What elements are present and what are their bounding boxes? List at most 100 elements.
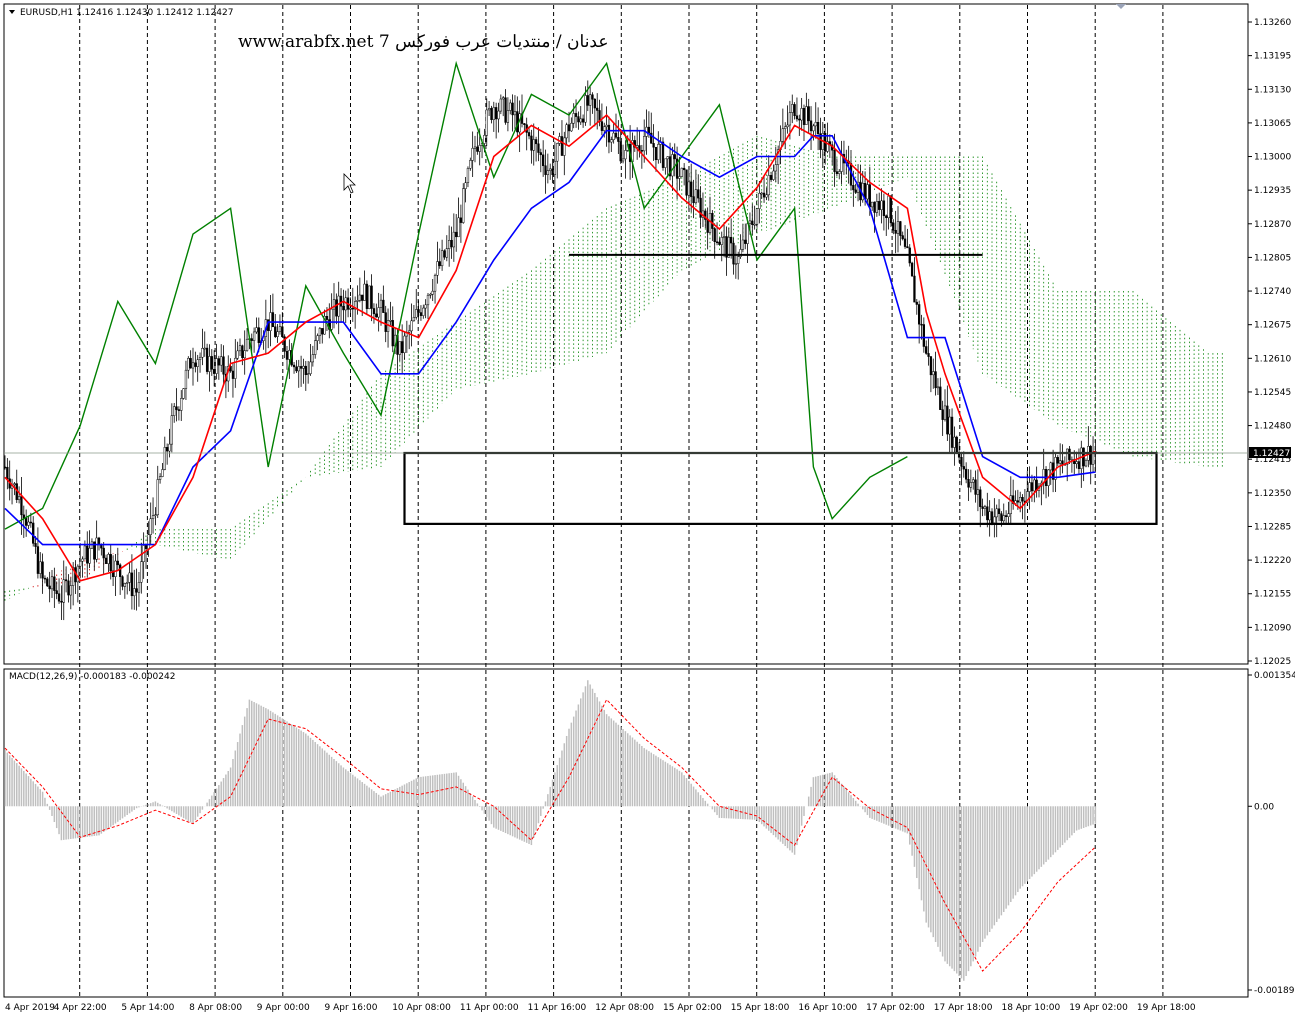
candle-body	[50, 576, 54, 590]
current-price-marker	[1249, 447, 1291, 459]
candle-body	[972, 479, 975, 483]
candle-body	[231, 370, 235, 379]
candle-body	[772, 170, 775, 180]
candle-body	[579, 118, 582, 123]
price-axis: 1.13260 1.13195 1.13130 1.13065 1.13000 1.129…	[1248, 18, 1295, 996]
candle-body	[62, 579, 65, 603]
candle-body	[398, 341, 401, 355]
candle-body	[358, 294, 362, 301]
candle-body	[1059, 460, 1062, 464]
candle-body	[504, 97, 507, 123]
price-tick-label: 1.12350	[1254, 489, 1291, 499]
candle-body	[210, 356, 213, 370]
candle-body	[60, 600, 63, 603]
candle-body	[497, 110, 500, 120]
candle-body	[675, 158, 679, 179]
price-pane[interactable]	[3, 3, 1249, 665]
candle-body	[243, 350, 246, 359]
price-tick-label: 1.12805	[1254, 253, 1291, 263]
candle-body	[981, 506, 984, 509]
candle-body	[328, 319, 331, 330]
candle-body	[974, 479, 977, 495]
candle-body	[222, 356, 225, 375]
candle-body	[760, 192, 763, 195]
candle-body	[708, 213, 712, 233]
candle-body	[624, 150, 627, 160]
symbol-menu-arrow-icon[interactable]	[9, 10, 15, 14]
candle-body	[372, 308, 376, 315]
candle-body	[553, 160, 557, 175]
candle-body	[377, 307, 380, 318]
candle-body	[48, 585, 51, 590]
time-tick-label: 9 Apr 16:00	[325, 1003, 378, 1013]
candle-body	[417, 309, 420, 313]
candle-body	[509, 102, 512, 111]
candle-body	[753, 223, 756, 226]
candle-body	[671, 154, 674, 177]
candle-body	[636, 145, 639, 148]
candle-body	[97, 537, 101, 545]
price-tick-label: 1.12480	[1254, 422, 1291, 432]
candle-body	[986, 506, 989, 521]
candle-body	[784, 126, 787, 129]
candle-body	[448, 240, 451, 249]
candle-body	[868, 184, 871, 208]
price-tick-label: 1.12025	[1254, 657, 1291, 667]
candle-body	[621, 158, 625, 162]
candle-body	[969, 482, 973, 488]
chart-shift-marker-icon[interactable]	[1116, 4, 1126, 9]
candle-body	[180, 398, 183, 411]
candle-body	[368, 285, 371, 309]
candle-body	[422, 307, 425, 316]
candle-body	[128, 572, 131, 583]
candle-body	[852, 185, 855, 191]
candle-body	[873, 201, 876, 213]
candle-body	[34, 543, 37, 547]
annotations-layer[interactable]	[4, 253, 1248, 525]
candle-body	[866, 184, 869, 200]
candle-body	[123, 583, 126, 587]
price-tick-label: 1.12610	[1254, 354, 1291, 364]
candle-body	[654, 146, 658, 161]
time-tick-label: 11 Apr 00:00	[460, 1003, 519, 1013]
price-tick-label: 1.12415	[1254, 455, 1291, 465]
candle-body	[466, 168, 470, 184]
candle-body	[20, 496, 23, 516]
candle-body	[166, 447, 169, 452]
candle-body	[445, 248, 448, 258]
candle-body	[791, 104, 794, 113]
candle-body	[1007, 513, 1010, 517]
candle-body	[156, 479, 159, 516]
candle-body	[1019, 497, 1022, 503]
candle-body	[744, 239, 747, 244]
candle-body	[217, 358, 220, 366]
candle-body	[323, 316, 326, 335]
candle-body	[384, 312, 387, 332]
kijun-sen-line	[4, 129, 1096, 546]
candle-body	[586, 95, 589, 106]
candle-body	[196, 359, 199, 367]
candle-body	[119, 564, 122, 577]
candle-body	[704, 210, 707, 220]
candle-body	[699, 197, 702, 218]
candle-body	[173, 406, 176, 416]
candle-body	[781, 128, 785, 142]
candle-body	[542, 154, 545, 167]
candle-body	[854, 189, 857, 193]
candle-body	[960, 457, 963, 467]
candle-body	[187, 358, 190, 371]
candle-body	[361, 294, 364, 301]
candle-body	[584, 95, 587, 123]
candle-body	[551, 168, 554, 175]
candle-body	[57, 593, 61, 602]
candle-body	[236, 350, 239, 359]
candle-body	[664, 158, 667, 168]
candle-body	[899, 221, 902, 236]
candle-body	[835, 171, 839, 174]
candle-body	[607, 124, 611, 143]
candle-body	[36, 546, 40, 574]
candle-body	[948, 416, 951, 435]
macd-pane[interactable]	[3, 668, 1249, 998]
candle-body	[149, 518, 152, 536]
candle-body	[410, 320, 413, 332]
